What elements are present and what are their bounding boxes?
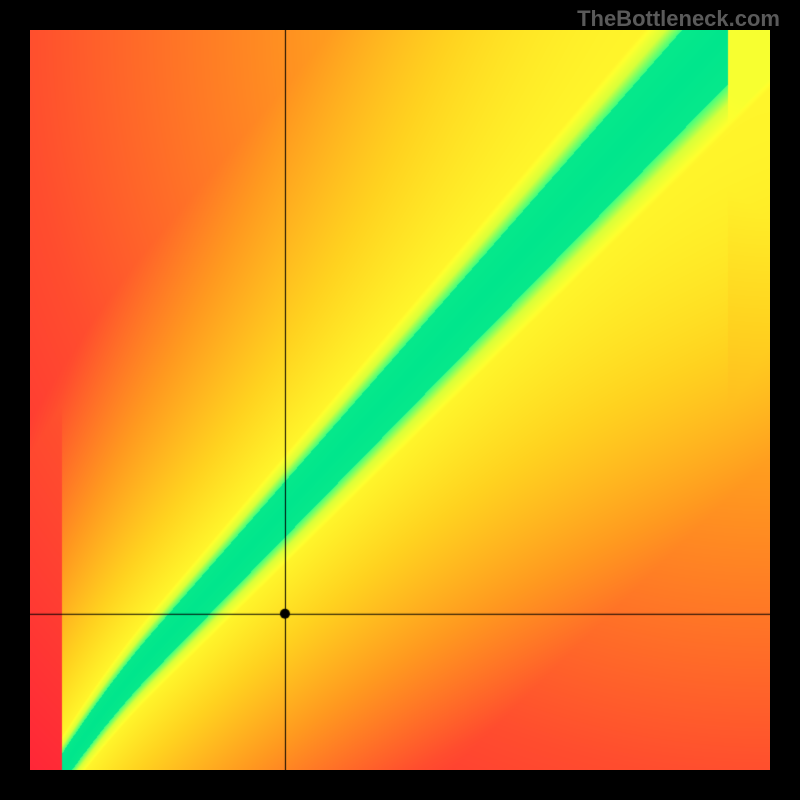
- heatmap-plot: [30, 30, 770, 770]
- chart-container: TheBottleneck.com: [0, 0, 800, 800]
- heatmap-canvas: [30, 30, 770, 770]
- watermark-text: TheBottleneck.com: [577, 6, 780, 32]
